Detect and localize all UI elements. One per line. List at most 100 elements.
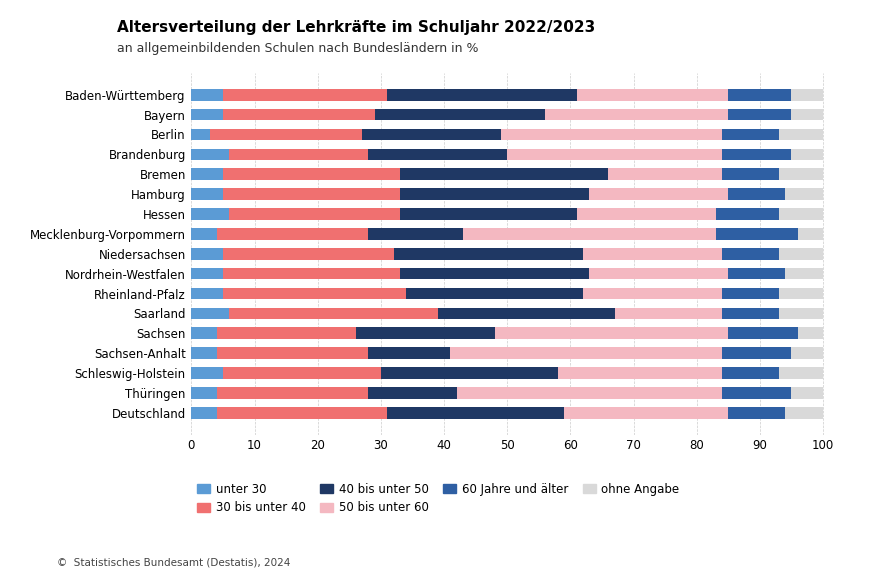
Bar (355, 328, 494, 339)
Bar (778, 208, 822, 220)
Bar (362, 129, 501, 140)
Bar (191, 387, 216, 398)
Text: Altersverteilung der Lehrkräfte im Schuljahr 2022/2023: Altersverteilung der Lehrkräfte im Schul… (117, 20, 595, 35)
Bar (450, 347, 721, 359)
Bar (588, 268, 727, 280)
Bar (191, 367, 222, 379)
Bar (191, 168, 222, 180)
Bar (191, 188, 222, 200)
Bar (375, 109, 545, 121)
Bar (400, 268, 588, 280)
Bar (222, 268, 400, 280)
Bar (210, 129, 362, 140)
Bar (368, 228, 462, 240)
Bar (368, 148, 507, 160)
Bar (721, 367, 778, 379)
Bar (588, 188, 727, 200)
Bar (797, 228, 822, 240)
Bar (216, 387, 368, 398)
Legend: unter 30, 30 bis unter 40, 40 bis unter 50, 50 bis unter 60, 60 Jahre und älter,: unter 30, 30 bis unter 40, 40 bis unter … (197, 483, 679, 514)
Bar (229, 148, 368, 160)
Bar (576, 208, 715, 220)
Bar (222, 168, 400, 180)
Bar (727, 268, 784, 280)
Bar (715, 208, 778, 220)
Bar (216, 328, 355, 339)
Bar (222, 188, 400, 200)
Bar (216, 407, 387, 419)
Bar (721, 347, 791, 359)
Bar (368, 347, 450, 359)
Bar (721, 288, 778, 299)
Bar (607, 168, 721, 180)
Bar (784, 268, 822, 280)
Bar (222, 367, 381, 379)
Bar (229, 307, 437, 319)
Bar (191, 307, 229, 319)
Bar (507, 148, 721, 160)
Bar (614, 307, 721, 319)
Bar (191, 288, 222, 299)
Bar (387, 407, 563, 419)
Bar (400, 188, 588, 200)
Bar (721, 168, 778, 180)
Bar (797, 328, 822, 339)
Bar (222, 288, 406, 299)
Bar (191, 208, 229, 220)
Bar (191, 89, 222, 100)
Bar (784, 407, 822, 419)
Bar (576, 89, 727, 100)
Bar (191, 129, 210, 140)
Bar (191, 228, 216, 240)
Bar (778, 367, 822, 379)
Bar (727, 188, 784, 200)
Bar (727, 407, 784, 419)
Bar (721, 148, 791, 160)
Bar (778, 288, 822, 299)
Bar (191, 328, 216, 339)
Bar (229, 208, 400, 220)
Bar (400, 168, 607, 180)
Bar (778, 168, 822, 180)
Bar (582, 288, 721, 299)
Bar (381, 367, 557, 379)
Bar (778, 307, 822, 319)
Bar (557, 367, 721, 379)
Bar (437, 307, 614, 319)
Bar (582, 248, 721, 259)
Bar (191, 268, 222, 280)
Bar (216, 228, 368, 240)
Bar (393, 248, 582, 259)
Bar (387, 89, 576, 100)
Bar (778, 248, 822, 259)
Bar (222, 109, 375, 121)
Bar (721, 387, 791, 398)
Bar (727, 89, 791, 100)
Bar (727, 109, 791, 121)
Bar (721, 129, 778, 140)
Bar (368, 387, 456, 398)
Bar (721, 248, 778, 259)
Bar (191, 248, 222, 259)
Bar (791, 387, 822, 398)
Bar (456, 387, 721, 398)
Bar (462, 228, 715, 240)
Bar (791, 148, 822, 160)
Bar (563, 407, 727, 419)
Bar (216, 347, 368, 359)
Bar (191, 109, 222, 121)
Bar (727, 328, 797, 339)
Bar (791, 347, 822, 359)
Bar (791, 109, 822, 121)
Bar (406, 288, 582, 299)
Bar (222, 89, 387, 100)
Bar (494, 328, 727, 339)
Bar (784, 188, 822, 200)
Text: ©  Statistisches Bundesamt (Destatis), 2024: © Statistisches Bundesamt (Destatis), 20… (56, 557, 289, 567)
Bar (791, 89, 822, 100)
Bar (191, 148, 229, 160)
Bar (501, 129, 721, 140)
Bar (191, 407, 216, 419)
Bar (222, 248, 393, 259)
Bar (191, 347, 216, 359)
